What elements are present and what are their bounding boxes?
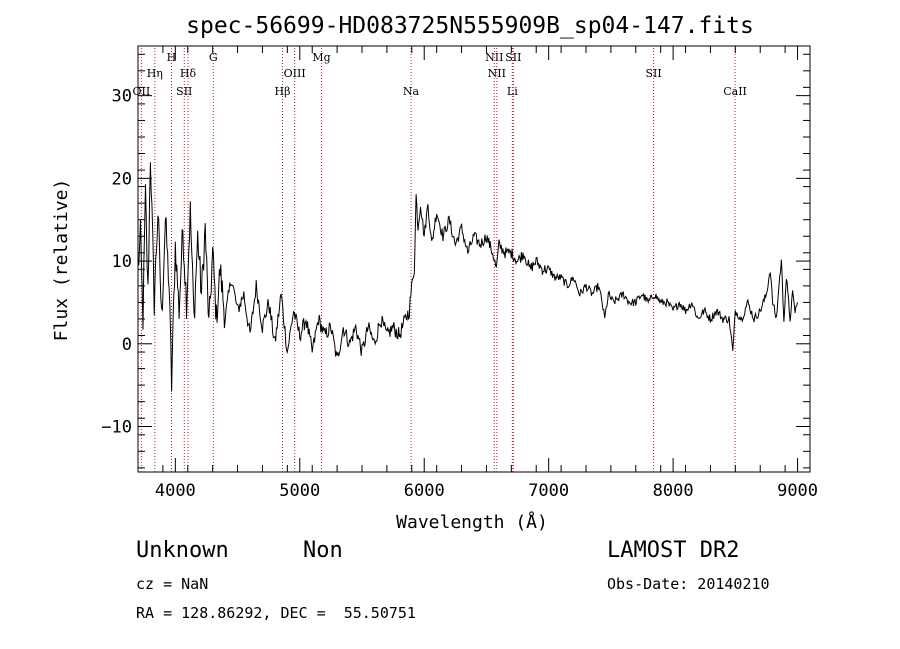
spectral-line-label: OIII (284, 67, 306, 80)
spectral-line-label: Na (403, 85, 420, 98)
object-class: Non (303, 538, 343, 563)
y-tick-label: 30 (112, 87, 132, 107)
spectral-line-label: G (209, 51, 218, 64)
x-tick-label: 4000 (155, 481, 196, 501)
x-tick-label: 9000 (777, 481, 818, 501)
survey-name: LAMOST DR2 (607, 538, 740, 563)
x-tick-label: 5000 (279, 481, 320, 501)
spectrum-line (137, 162, 799, 392)
spectral-line-label: Hη (147, 67, 163, 80)
x-axis-label: Wavelength (Å) (396, 511, 548, 533)
object-type: Unknown (136, 538, 229, 563)
spectral-line-label: H (167, 51, 177, 64)
x-tick-label: 7000 (528, 481, 569, 501)
spectral-line-label: NII (488, 67, 506, 80)
chart-title: spec-56699-HD083725N555909B_sp04-147.fit… (186, 13, 754, 39)
x-tick-label: 8000 (653, 481, 694, 501)
spectral-line-label: Hβ (275, 85, 291, 98)
y-tick-label: 0 (122, 335, 132, 355)
spectral-line-label: OII (133, 85, 151, 98)
spectral-line-label: SII (176, 85, 192, 98)
obs-date: Obs-Date: 20140210 (607, 575, 770, 593)
spectral-line-label: Hδ (180, 67, 197, 80)
spectral-line-label: Li (507, 85, 518, 98)
spectral-line-label: SII (645, 67, 661, 80)
spectral-line-label: CaII (723, 85, 747, 98)
axis-ticks: 4000 5000 6000 7000 8000 9000 −10 0 10 20 30 (101, 46, 818, 501)
y-tick-label: 20 (112, 169, 132, 189)
spectral-line-label: NII (485, 51, 503, 64)
coordinates: RA = 128.86292, DEC = 55.50751 (136, 604, 416, 622)
plot-frame (137, 45, 811, 473)
x-tick-label: 6000 (404, 481, 445, 501)
spectral-line-label: Mg (312, 51, 330, 64)
y-tick-label: 10 (112, 252, 132, 272)
spectral-line-label: SII (505, 51, 521, 64)
cz-value: cz = NaN (136, 575, 209, 593)
y-tick-label: −10 (101, 418, 132, 438)
y-axis-label: Flux (relative) (51, 179, 72, 342)
